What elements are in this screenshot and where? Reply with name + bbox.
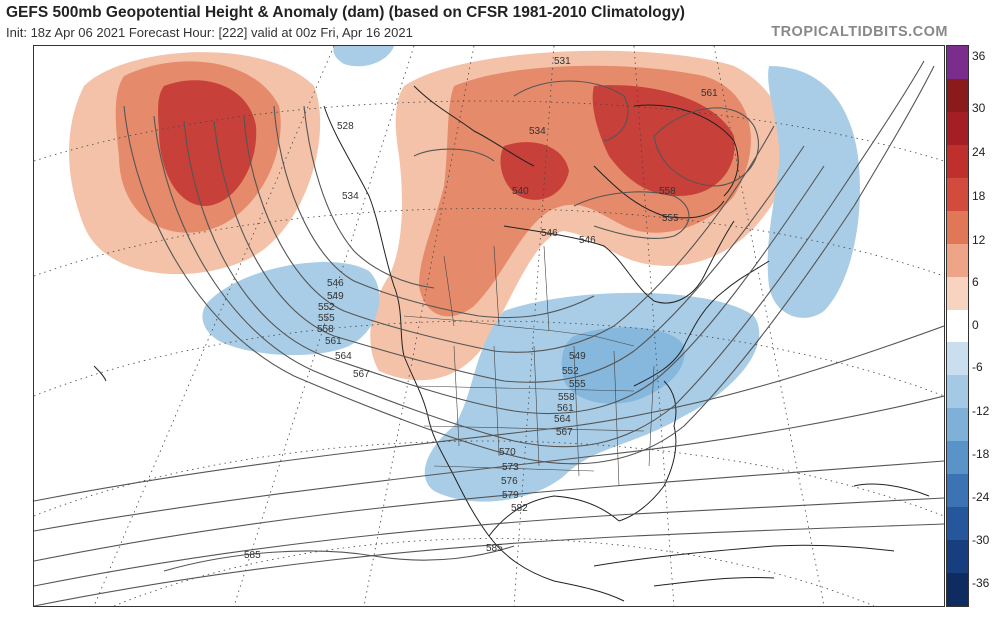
negative-anomaly-areas bbox=[202, 46, 860, 502]
contour-label: 567 bbox=[353, 369, 370, 380]
colorbar-tick: -24 bbox=[972, 490, 990, 504]
political-borders bbox=[403, 245, 655, 487]
contour-label: 549 bbox=[327, 291, 344, 302]
colorbar-segment bbox=[947, 177, 968, 211]
anomaly-colorbar bbox=[946, 45, 969, 607]
contour-label: 585 bbox=[486, 543, 503, 554]
colorbar-tick: 30 bbox=[972, 101, 986, 115]
contour-label: 570 bbox=[499, 447, 516, 458]
contour-label: 561 bbox=[701, 88, 718, 99]
colorbar-segment bbox=[947, 309, 968, 343]
contour-label: 582 bbox=[511, 503, 528, 514]
colorbar-segment bbox=[947, 78, 968, 112]
colorbar-segment bbox=[947, 474, 968, 508]
contour-label: 558 bbox=[317, 324, 334, 335]
contour-label: 576 bbox=[501, 476, 518, 487]
contour-label: 567 bbox=[556, 427, 573, 438]
height-contours bbox=[34, 60, 944, 606]
colorbar-tick: -18 bbox=[972, 447, 990, 461]
contour-label: 555 bbox=[318, 313, 335, 324]
colorbar-segment bbox=[947, 46, 968, 79]
contour-label: 552 bbox=[562, 366, 579, 377]
contour-labels: 531 534 528 534 561 558 555 546 546 540 … bbox=[244, 56, 718, 561]
colorbar-tick: -6 bbox=[972, 360, 983, 374]
colorbar-tick: -12 bbox=[972, 404, 990, 418]
chart-title: GEFS 500mb Geopotential Height & Anomaly… bbox=[6, 4, 685, 21]
contour-label: 546 bbox=[541, 228, 558, 239]
contour-label: 564 bbox=[554, 414, 571, 425]
contour-label: 561 bbox=[325, 336, 342, 347]
colorbar-tick: 36 bbox=[972, 49, 986, 63]
forecast-map: 531 534 528 534 561 558 555 546 546 540 … bbox=[33, 45, 945, 607]
contour-label: 555 bbox=[662, 213, 679, 224]
colorbar-tick: -30 bbox=[972, 533, 990, 547]
contour-label: 558 bbox=[659, 186, 676, 197]
contour-label: 552 bbox=[318, 302, 335, 313]
site-credit[interactable]: TROPICALTIDBITS.COM bbox=[771, 24, 948, 40]
colorbar-segment bbox=[947, 210, 968, 244]
contour-label: 564 bbox=[335, 351, 352, 362]
colorbar-segment bbox=[947, 507, 968, 541]
contour-label: 549 bbox=[569, 351, 586, 362]
colorbar-segment bbox=[947, 540, 968, 573]
colorbar-tick: 18 bbox=[972, 189, 986, 203]
contour-label: 546 bbox=[579, 235, 596, 246]
contour-label: 561 bbox=[557, 403, 574, 414]
contour-label: 531 bbox=[554, 56, 571, 67]
colorbar-segment bbox=[947, 243, 968, 277]
contour-label: 528 bbox=[337, 121, 354, 132]
colorbar-tick: 12 bbox=[972, 233, 986, 247]
colorbar-tick: 24 bbox=[972, 145, 986, 159]
colorbar-ticks: 36 30 24 18 12 6 0 -6 -12 -18 -24 -30 -3… bbox=[972, 45, 1000, 605]
contour-label: 585 bbox=[244, 550, 261, 561]
contour-label: 573 bbox=[502, 462, 519, 473]
colorbar-tick: 0 bbox=[972, 318, 979, 332]
colorbar-segment bbox=[947, 144, 968, 178]
contour-label: 558 bbox=[558, 392, 575, 403]
colorbar-segment bbox=[947, 408, 968, 442]
colorbar-segment bbox=[947, 276, 968, 310]
chart-subtitle: Init: 18z Apr 06 2021 Forecast Hour: [22… bbox=[6, 25, 413, 40]
contour-label: 534 bbox=[342, 191, 359, 202]
colorbar-segment bbox=[947, 111, 968, 145]
colorbar-segment bbox=[947, 573, 968, 606]
colorbar-tick: 6 bbox=[972, 275, 979, 289]
contour-label: 579 bbox=[502, 490, 519, 501]
positive-anomaly-areas bbox=[69, 50, 788, 381]
contour-label: 540 bbox=[512, 186, 529, 197]
lat-lon-grid bbox=[34, 46, 944, 606]
map-svg: 531 534 528 534 561 558 555 546 546 540 … bbox=[34, 46, 944, 606]
colorbar-segment bbox=[947, 375, 968, 409]
contour-label: 534 bbox=[529, 126, 546, 137]
contour-label: 555 bbox=[569, 379, 586, 390]
colorbar-segment bbox=[947, 342, 968, 376]
colorbar-segment bbox=[947, 441, 968, 475]
colorbar-tick: -36 bbox=[972, 576, 990, 590]
contour-label: 546 bbox=[327, 278, 344, 289]
